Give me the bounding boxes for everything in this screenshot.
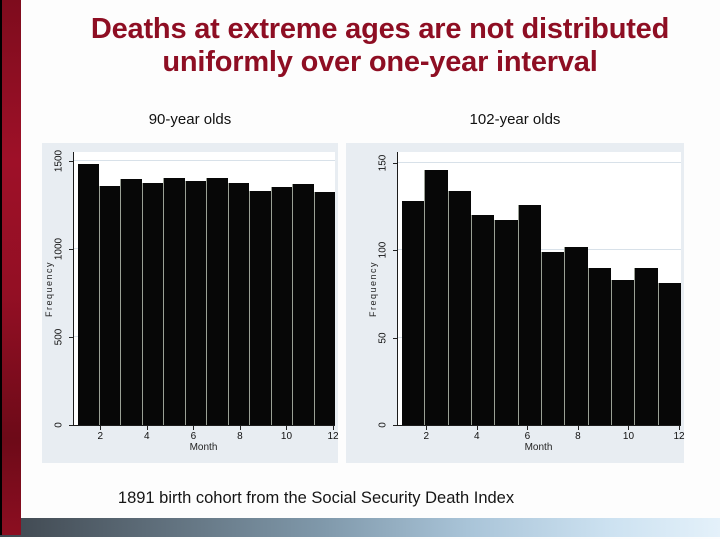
bar [610,279,635,425]
bar [184,181,206,425]
x-tick [146,426,148,430]
chart-panel: Frequency Month 0 50 100 150 2 4 6 8 10 12 [346,143,685,463]
bar [249,190,271,425]
y-tick [393,337,397,339]
bar [402,201,425,425]
x-tick [286,426,288,430]
x-axis-title: Month [524,442,553,453]
y-tick [393,162,397,164]
bar [517,204,541,425]
chart-panel: Frequency Month 0 500 1000 1500 2 4 6 8 10 12 [42,143,339,463]
bar [120,179,142,425]
x-tick-label: 8 [237,431,243,442]
x-tick [239,426,241,430]
y-tick-label: 1000 [53,237,65,260]
x-tick [527,426,529,430]
x-tick-label: 6 [190,431,197,442]
x-tick-label: 10 [280,431,293,442]
x-tick [628,426,630,430]
y-tick [69,160,73,162]
bar [206,178,228,425]
x-tick-label: 4 [144,431,150,442]
y-tick [69,336,73,338]
y-tick-label: 150 [377,154,389,171]
bar [98,186,120,425]
bar [494,220,518,425]
y-tick-label: 50 [377,331,389,344]
x-tick [577,426,579,430]
y-tick [69,248,73,250]
bar [313,191,335,425]
bar [540,251,565,425]
bar [78,164,99,425]
bars-group [402,152,681,425]
x-tick [193,426,195,430]
bar [424,169,448,425]
x-tick [426,426,428,430]
bar [227,182,249,425]
gridline [398,161,681,163]
y-tick-label: 0 [377,422,389,428]
gridline [74,159,335,161]
chart-title: 90-year olds [148,111,232,128]
y-tick-label: 100 [377,241,389,259]
x-tick-label: 12 [327,431,339,442]
x-tick-label: 4 [474,431,480,442]
plot-area [397,152,681,426]
x-tick-label: 10 [622,431,635,442]
bars-group [78,152,335,425]
bar [634,267,658,425]
y-tick-label: 500 [53,328,65,346]
bar [564,246,588,425]
x-tick [100,426,102,430]
bar [587,267,611,425]
chart-90-year-olds: 90-year olds Frequency Month 0 500 1000 150… [42,108,339,463]
slide-accent-bar [0,0,21,535]
x-tick-label: 8 [575,431,581,442]
y-tick [393,250,397,251]
y-tick-label: 0 [53,422,65,428]
y-tick [393,425,397,426]
y-axis-title: Frequency [368,260,378,317]
bar [447,190,471,425]
x-axis-title: Month [189,442,218,453]
slide-title: Deaths at extreme ages are not distribut… [90,13,670,79]
y-tick [69,425,73,426]
x-tick-label: 2 [423,431,430,442]
plot-area [73,152,335,426]
caption: 1891 birth cohort from the Social Securi… [117,489,515,507]
bar [141,182,163,425]
x-tick-label: 6 [524,431,531,442]
chart-title: 102-year olds [469,111,561,128]
x-tick [679,426,680,430]
x-tick [333,426,334,430]
bar [292,183,314,425]
x-tick-label: 12 [673,431,685,442]
x-tick [476,426,478,430]
x-tick-label: 2 [97,431,104,442]
footer-gradient-bar [0,518,720,537]
bar [163,177,185,425]
chart-102-year-olds: 102-year olds Frequency Month 0 50 100 150 2… [346,108,685,463]
bar [270,187,292,425]
bar [657,283,681,425]
y-tick-label: 1500 [53,149,65,172]
bar [470,215,495,425]
y-axis-title: Frequency [44,260,54,317]
